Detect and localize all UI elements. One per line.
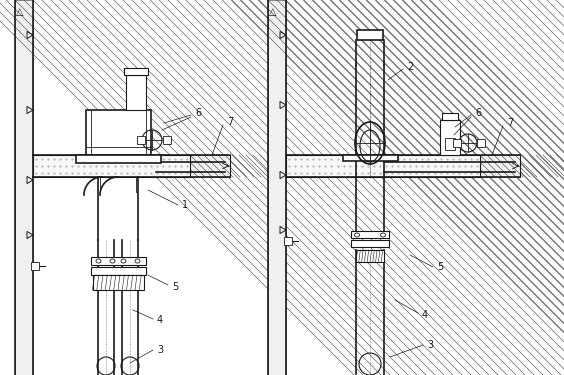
Bar — [76, 155, 161, 163]
Text: 3: 3 — [427, 340, 433, 350]
Bar — [342, 155, 398, 161]
Bar — [15, 0, 33, 375]
Bar — [356, 250, 384, 262]
Bar — [351, 231, 389, 238]
Bar — [268, 0, 286, 375]
Bar — [90, 257, 146, 265]
Bar — [445, 138, 455, 150]
Bar — [126, 75, 146, 110]
Bar — [31, 262, 39, 270]
Bar — [190, 155, 230, 177]
Bar — [92, 275, 143, 290]
Text: 3: 3 — [157, 345, 163, 355]
Bar — [480, 155, 520, 177]
Text: 6: 6 — [195, 108, 201, 118]
Bar — [284, 237, 292, 245]
Text: △: △ — [269, 7, 277, 17]
Bar — [357, 30, 383, 40]
Bar — [124, 68, 148, 75]
Text: △: △ — [16, 7, 24, 17]
Bar — [137, 136, 145, 144]
Bar — [453, 139, 461, 147]
Bar — [477, 139, 485, 147]
Bar — [163, 136, 171, 144]
Text: 1: 1 — [182, 200, 188, 210]
Bar — [440, 120, 460, 155]
Text: 4: 4 — [157, 315, 163, 325]
Text: 4: 4 — [422, 310, 428, 320]
Text: 5: 5 — [437, 262, 443, 272]
Text: 5: 5 — [172, 282, 178, 292]
Bar — [442, 113, 458, 120]
Text: 2: 2 — [407, 62, 413, 72]
Text: 6: 6 — [475, 108, 481, 118]
Bar — [286, 155, 480, 177]
Bar — [33, 155, 190, 177]
Bar — [86, 110, 151, 155]
Bar — [351, 240, 389, 247]
Bar — [90, 267, 146, 275]
Text: 7: 7 — [227, 117, 233, 127]
Text: 7: 7 — [507, 118, 513, 128]
